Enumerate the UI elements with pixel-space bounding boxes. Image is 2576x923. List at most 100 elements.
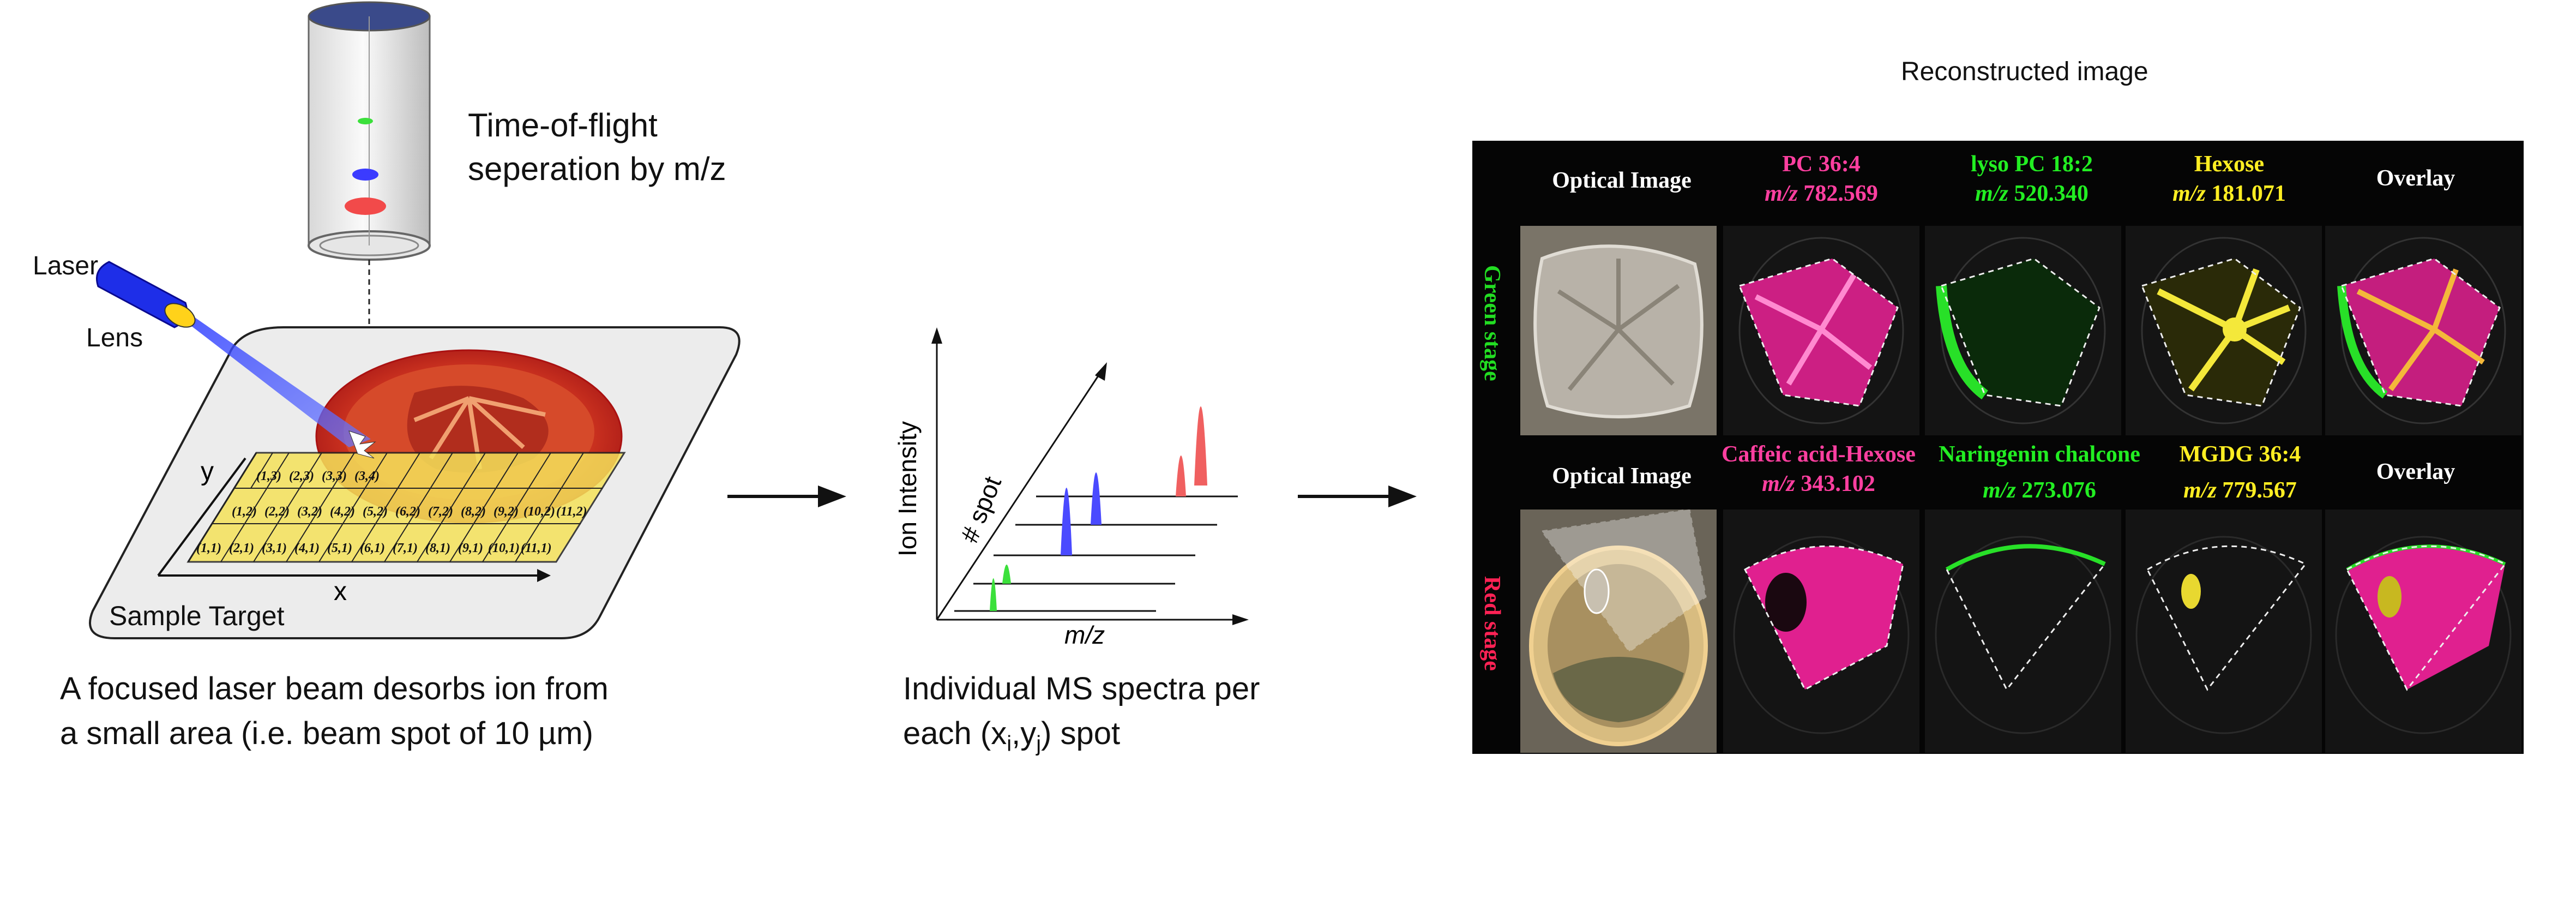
grid-cell-3-2: (3,2) [297, 505, 322, 519]
header-r2-c5: Overlay [2312, 457, 2519, 487]
grid-cell-5-1: (5,1) [327, 541, 352, 555]
maldi-schematic: (1,1) (1,2) (1,3) (2,1) (2,2) (2,3) (3,1… [89, 1, 741, 639]
lens-label: Lens [86, 323, 143, 352]
sampling-grid: (1,1) (1,2) (1,3) (2,1) (2,2) (2,3) (3,1… [186, 452, 626, 563]
header-name: Optical Image [1552, 168, 1692, 193]
y-axis-label: Ion Intensity [893, 421, 922, 556]
header-name: MGDG 36:4 [2179, 442, 2301, 467]
grid-cell-8-1: (8,1) [425, 541, 450, 555]
tile-green-optical [1520, 226, 1717, 435]
left-caption-line1: A focused laser beam desorbs ion from [60, 671, 609, 706]
grid-cell-2-3: (2,3) [289, 469, 314, 483]
header-name: Overlay [2376, 166, 2455, 191]
mz-prefix: m/z [1765, 181, 1798, 206]
grid-cell-8-2: (8,2) [461, 505, 486, 519]
tile-green-overlay [2325, 226, 2521, 435]
ms-spectra-plot: Ion Intensity # spot m/z [893, 327, 1249, 644]
grid-cell-3-3: (3,3) [322, 469, 347, 483]
lens-icon [164, 303, 196, 328]
header-r1-c5: Overlay [2312, 164, 2519, 193]
blue-peak-2 [1091, 472, 1102, 525]
reconstructed-title: Reconstructed image [1901, 57, 2148, 86]
header-r1-c3: lyso PC 18:2 m/z 520.340 [1923, 149, 2141, 208]
grid-cell-10-1: (10,1) [488, 541, 520, 555]
grid-cell-9-2: (9,2) [493, 505, 519, 519]
mz-prefix: m/z [2172, 181, 2206, 206]
blue-ion [352, 169, 378, 181]
header-name: Optical Image [1552, 464, 1692, 489]
middle-caption-line1: Individual MS spectra per [903, 671, 1260, 706]
caption-prefix: each (x [903, 716, 1007, 751]
middle-caption-line2: each (xi,yj) spot [903, 711, 1394, 766]
grid-cell-1-2: (1,2) [232, 505, 257, 519]
mz-prefix: m/z [1983, 478, 2016, 503]
grid-cell-7-2: (7,2) [428, 505, 453, 519]
axis-y-label: y [201, 457, 214, 486]
laser-label: Laser [33, 251, 99, 280]
tof-tube [308, 1, 431, 261]
red-ion [345, 197, 386, 215]
row-label-green: Green stage [1479, 265, 1504, 381]
green-ion [358, 118, 373, 124]
tof-label: Time-of-flight seperation by m/z [468, 104, 726, 191]
axis-x-label: x [334, 577, 347, 606]
grid-cell-3-4: (3,4) [354, 469, 380, 483]
header-r1-c4: Hexose m/z 181.071 [2120, 149, 2338, 208]
grid-cell-10-2: (10,2) [523, 505, 555, 519]
tile-red-caffeic [1723, 510, 1919, 753]
grid-cell-1-3: (1,3) [256, 469, 281, 483]
header-name: PC 36:4 [1782, 152, 1861, 177]
header-name: Naringenin chalcone [1939, 442, 2140, 467]
z-axis-label: # spot [955, 472, 1007, 547]
grid-cell-7-1: (7,1) [393, 541, 418, 555]
grid-cell-3-1: (3,1) [262, 541, 287, 555]
mz-value: 779.567 [2222, 478, 2297, 503]
header-name: Overlay [2376, 459, 2455, 484]
tile-green-lysopc [1925, 226, 2121, 435]
red-peak-1 [1176, 455, 1186, 496]
tile-red-naringenin [1925, 510, 2121, 753]
grid-cell-11-1: (11,1) [521, 541, 552, 555]
tile-red-mgdg [2126, 510, 2322, 753]
left-caption-line2: a small area (i.e. beam spot of 10 µm) [60, 716, 593, 751]
mz-value: 520.340 [2014, 181, 2089, 206]
tile-green-pc [1723, 226, 1919, 435]
mz-value: 273.076 [2021, 478, 2096, 503]
grid-cell-4-2: (4,2) [330, 505, 355, 519]
grid-cell-5-2: (5,2) [363, 505, 388, 519]
mz-value: 181.071 [2211, 181, 2286, 206]
mz-prefix: m/z [1762, 471, 1795, 496]
grid-cell-2-1: (2,1) [229, 541, 254, 555]
caption-sub-j: j [1036, 732, 1042, 756]
grid-cell-1-1: (1,1) [196, 541, 221, 555]
header-r2-c2: Caffeic acid-Hexose m/z 343.102 [1701, 440, 1936, 499]
tile-green-hexose [2126, 226, 2322, 435]
tile-red-optical [1520, 510, 1717, 753]
mz-prefix: m/z [2183, 478, 2217, 503]
red-peak-2 [1194, 406, 1207, 486]
grid-cell-6-1: (6,1) [360, 541, 385, 555]
mz-value: 782.569 [1803, 181, 1878, 206]
caption-suffix: ) spot [1041, 716, 1121, 751]
header-r2-c4: MGDG 36:4 m/z 779.567 [2131, 440, 2349, 505]
tof-label-line2: seperation by m/z [468, 151, 726, 187]
grid-cell-2-2: (2,2) [264, 505, 290, 519]
sample-target-label: Sample Target [109, 601, 285, 631]
header-r2-c1: Optical Image [1518, 462, 1725, 491]
laser-icon [96, 261, 376, 459]
tof-label-line1: Time-of-flight [468, 107, 658, 143]
grid-cell-4-1: (4,1) [294, 541, 320, 555]
header-r1-c1: Optical Image [1518, 166, 1725, 195]
header-name: lyso PC 18:2 [1971, 152, 2093, 177]
tile-red-overlay [2325, 510, 2521, 753]
header-r2-c3: Naringenin chalcone m/z 273.076 [1919, 440, 2159, 505]
x-axis-label: m/z [1064, 621, 1105, 644]
header-name: Hexose [2194, 152, 2265, 177]
grid-cell-11-2: (11,2) [556, 505, 587, 519]
arrow-right-icon [727, 486, 846, 507]
arrow-right-icon-2 [1298, 486, 1417, 507]
green-peak-2 [1002, 565, 1011, 584]
grid-cell-6-2: (6,2) [395, 505, 420, 519]
middle-caption: Individual MS spectra per each (xi,yj) s… [903, 667, 1394, 766]
left-caption: A focused laser beam desorbs ion from a … [60, 667, 714, 756]
